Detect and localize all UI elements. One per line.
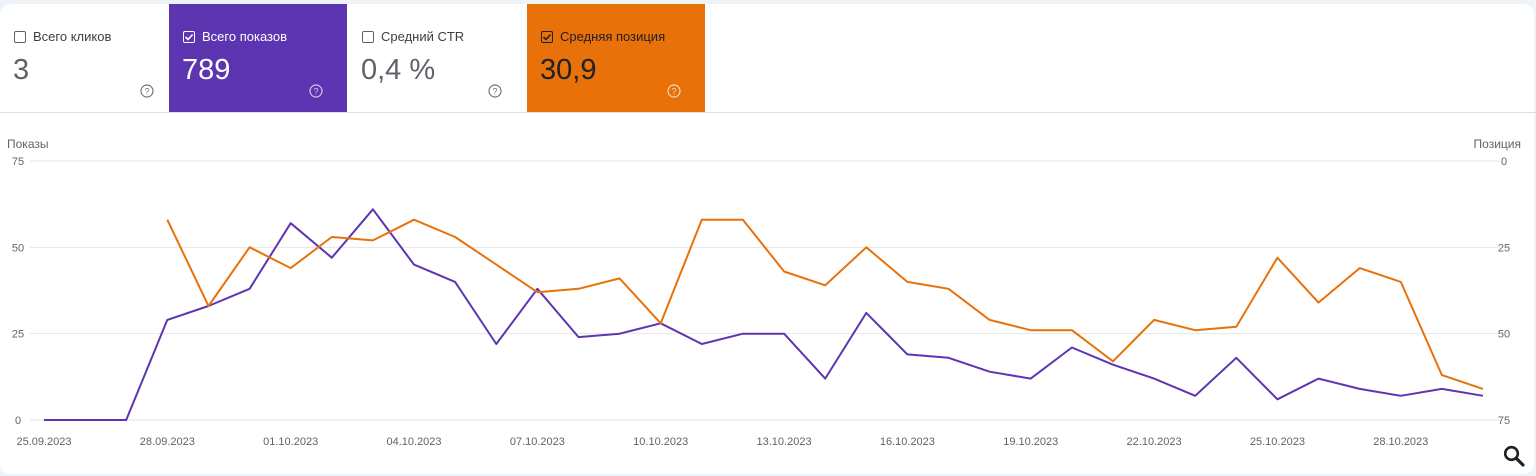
card-average-position[interactable]: Средняя позиция 30,9 ? [527,4,705,113]
left-tick-label: 25 [12,329,24,341]
card-total-impressions[interactable]: Всего показов 789 ? [169,4,347,113]
card-label: Средний CTR [381,29,465,44]
card-label: Всего кликов [33,29,112,44]
svg-text:?: ? [313,86,318,96]
help-circle-icon[interactable]: ? [140,84,154,98]
x-tick-label: 28.09.2023 [140,436,195,448]
help-circle-icon[interactable]: ? [667,84,681,98]
x-tick-label: 25.09.2023 [16,436,71,448]
right-tick-label: 25 [1498,242,1510,254]
left-tick-label: 50 [12,242,24,254]
card-average-ctr[interactable]: Средний CTR 0,4 % ? [348,4,526,113]
cards-divider [0,112,1536,113]
card-label: Средняя позиция [560,29,666,44]
metric-cards: Всего кликов 3 ? Всего показов 789 ? Сре… [0,4,1536,113]
right-axis-title: Позиция [1473,137,1521,151]
x-tick-label: 22.10.2023 [1127,436,1182,448]
card-value: 30,9 [540,54,597,86]
zoom-search-icon[interactable] [1502,444,1526,468]
svg-text:?: ? [671,86,676,96]
x-tick-label: 25.10.2023 [1250,436,1305,448]
x-tick-label: 28.10.2023 [1373,436,1428,448]
svg-text:?: ? [492,86,497,96]
x-tick-label: 07.10.2023 [510,436,565,448]
checkbox-icon[interactable] [362,31,374,43]
card-value: 3 [13,54,30,86]
series-line-position [166,218,1484,390]
right-tick-label: 50 [1498,329,1510,341]
card-value: 789 [182,54,231,86]
right-tick-label: 0 [1501,156,1507,168]
x-tick-label: 13.10.2023 [757,436,812,448]
x-tick-label: 10.10.2023 [633,436,688,448]
checkbox-checked-icon[interactable] [541,31,553,43]
series-line-impressions [44,208,1484,421]
x-tick-label: 04.10.2023 [386,436,441,448]
card-value: 0,4 % [361,54,436,86]
performance-chart[interactable]: 0 25 50 75 75 50 25 0 25.09.2023 28.09.2023 01.10.… [0,150,1536,450]
help-circle-icon[interactable]: ? [309,84,323,98]
card-label: Всего показов [202,29,287,44]
checkbox-checked-icon[interactable] [183,31,195,43]
left-tick-label: 75 [12,156,24,168]
card-total-clicks[interactable]: Всего кликов 3 ? [0,4,178,113]
x-tick-label: 19.10.2023 [1003,436,1058,448]
checkbox-icon[interactable] [14,31,26,43]
x-tick-label: 01.10.2023 [263,436,318,448]
right-tick-label: 75 [1498,415,1510,427]
left-tick-label: 0 [15,415,21,427]
left-axis-title: Показы [7,137,49,151]
svg-text:?: ? [144,86,149,96]
help-circle-icon[interactable]: ? [488,84,502,98]
x-tick-label: 16.10.2023 [880,436,935,448]
